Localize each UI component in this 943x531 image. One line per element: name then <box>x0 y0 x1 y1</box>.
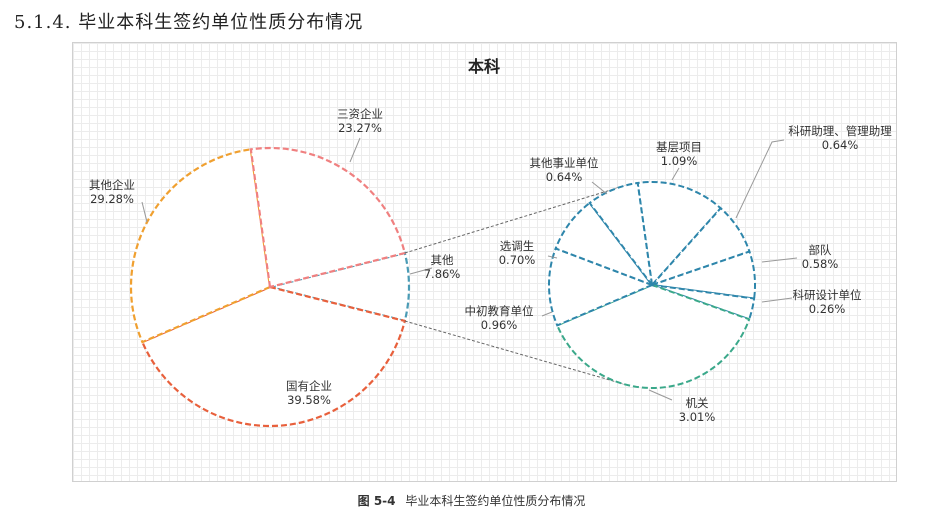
slice-name: 基层项目 <box>656 140 702 154</box>
slice-name: 中初教育单位 <box>465 304 534 318</box>
slice-value: 7.86% <box>424 267 461 281</box>
slice-value: 0.26% <box>809 302 846 316</box>
slice-name: 科研助理、管理助理 <box>788 124 892 138</box>
connector-line-top <box>404 185 626 254</box>
secondary-pie <box>548 181 756 389</box>
slice-name: 国有企业 <box>286 379 332 393</box>
leader-line <box>547 255 558 259</box>
leader-line <box>409 267 433 275</box>
figure-number: 图 5-4 <box>357 494 396 508</box>
slice-name: 部队 <box>809 243 832 257</box>
slice-name: 机关 <box>686 396 709 410</box>
leader-line <box>761 297 793 303</box>
slice-name: 其他 <box>431 253 454 267</box>
slice-name: 其他事业单位 <box>530 156 599 170</box>
slice-value: 0.64% <box>546 170 583 184</box>
slice-value: 39.58% <box>287 393 331 407</box>
sub-slice-e69cbae585b3 <box>555 283 751 389</box>
leader-line <box>141 201 148 223</box>
slice-value: 3.01% <box>679 410 716 424</box>
label-slice-e585b6e4bb96: 其他7.86% <box>409 253 461 281</box>
leader-line <box>541 311 553 317</box>
slice-value: 0.58% <box>802 257 839 271</box>
main-slice-e585b6e4bb96e4bc81e4b89a <box>129 148 272 344</box>
connector-line-bottom <box>404 320 626 385</box>
sub-slice-e59fbae5b182e9a1b9e79bae <box>636 181 723 288</box>
leader-line <box>761 257 798 263</box>
pie-connector-lines <box>404 185 626 385</box>
main-slice-e59bbde69c89e4bc81e4b89a <box>140 285 407 428</box>
slice-value: 0.70% <box>499 253 536 267</box>
leader-line <box>591 181 608 195</box>
slice-value: 1.09% <box>661 154 698 168</box>
leader-line <box>648 389 673 401</box>
sub-slice-e98089e8b083e7949f <box>554 201 655 288</box>
figure-caption-text: 毕业本科生签约单位性质分布情况 <box>405 494 586 508</box>
main-slice-e4b889e8b584e4bc81e4b89a <box>249 146 407 289</box>
slice-name: 其他企业 <box>89 178 135 192</box>
leader-line <box>735 139 785 219</box>
slice-value: 23.27% <box>338 121 382 135</box>
leader-line <box>349 137 361 163</box>
slice-name: 三资企业 <box>337 107 383 121</box>
sub-slice-e7a791e7a094e8aebee8aea1 <box>651 284 756 321</box>
sub-slice-e585b6e4bb96e4ba8be4b89a <box>588 181 654 289</box>
slice-name: 选调生 <box>500 239 535 253</box>
section-heading: 5.1.4. 毕业本科生签约单位性质分布情况 <box>14 12 364 33</box>
slice-value: 0.64% <box>822 138 859 152</box>
main-pie <box>129 146 411 428</box>
leader-line <box>671 167 680 181</box>
sub-slice-e983a8e9989f <box>651 250 756 300</box>
label-slice-e69cbae585b3: 机关3.01% <box>648 389 716 424</box>
slice-value: 0.96% <box>481 318 518 332</box>
chart-title: 本科 <box>468 57 500 76</box>
label-slice-e983a8e9989f: 部队0.58% <box>761 243 839 271</box>
figure-caption: 图 5-4 毕业本科生签约单位性质分布情况 <box>0 492 943 509</box>
sub-slice-e4b8ade5889de69599e882b2 <box>548 247 655 327</box>
slice-name: 科研设计单位 <box>793 288 862 302</box>
slice-value: 29.28% <box>90 192 134 206</box>
